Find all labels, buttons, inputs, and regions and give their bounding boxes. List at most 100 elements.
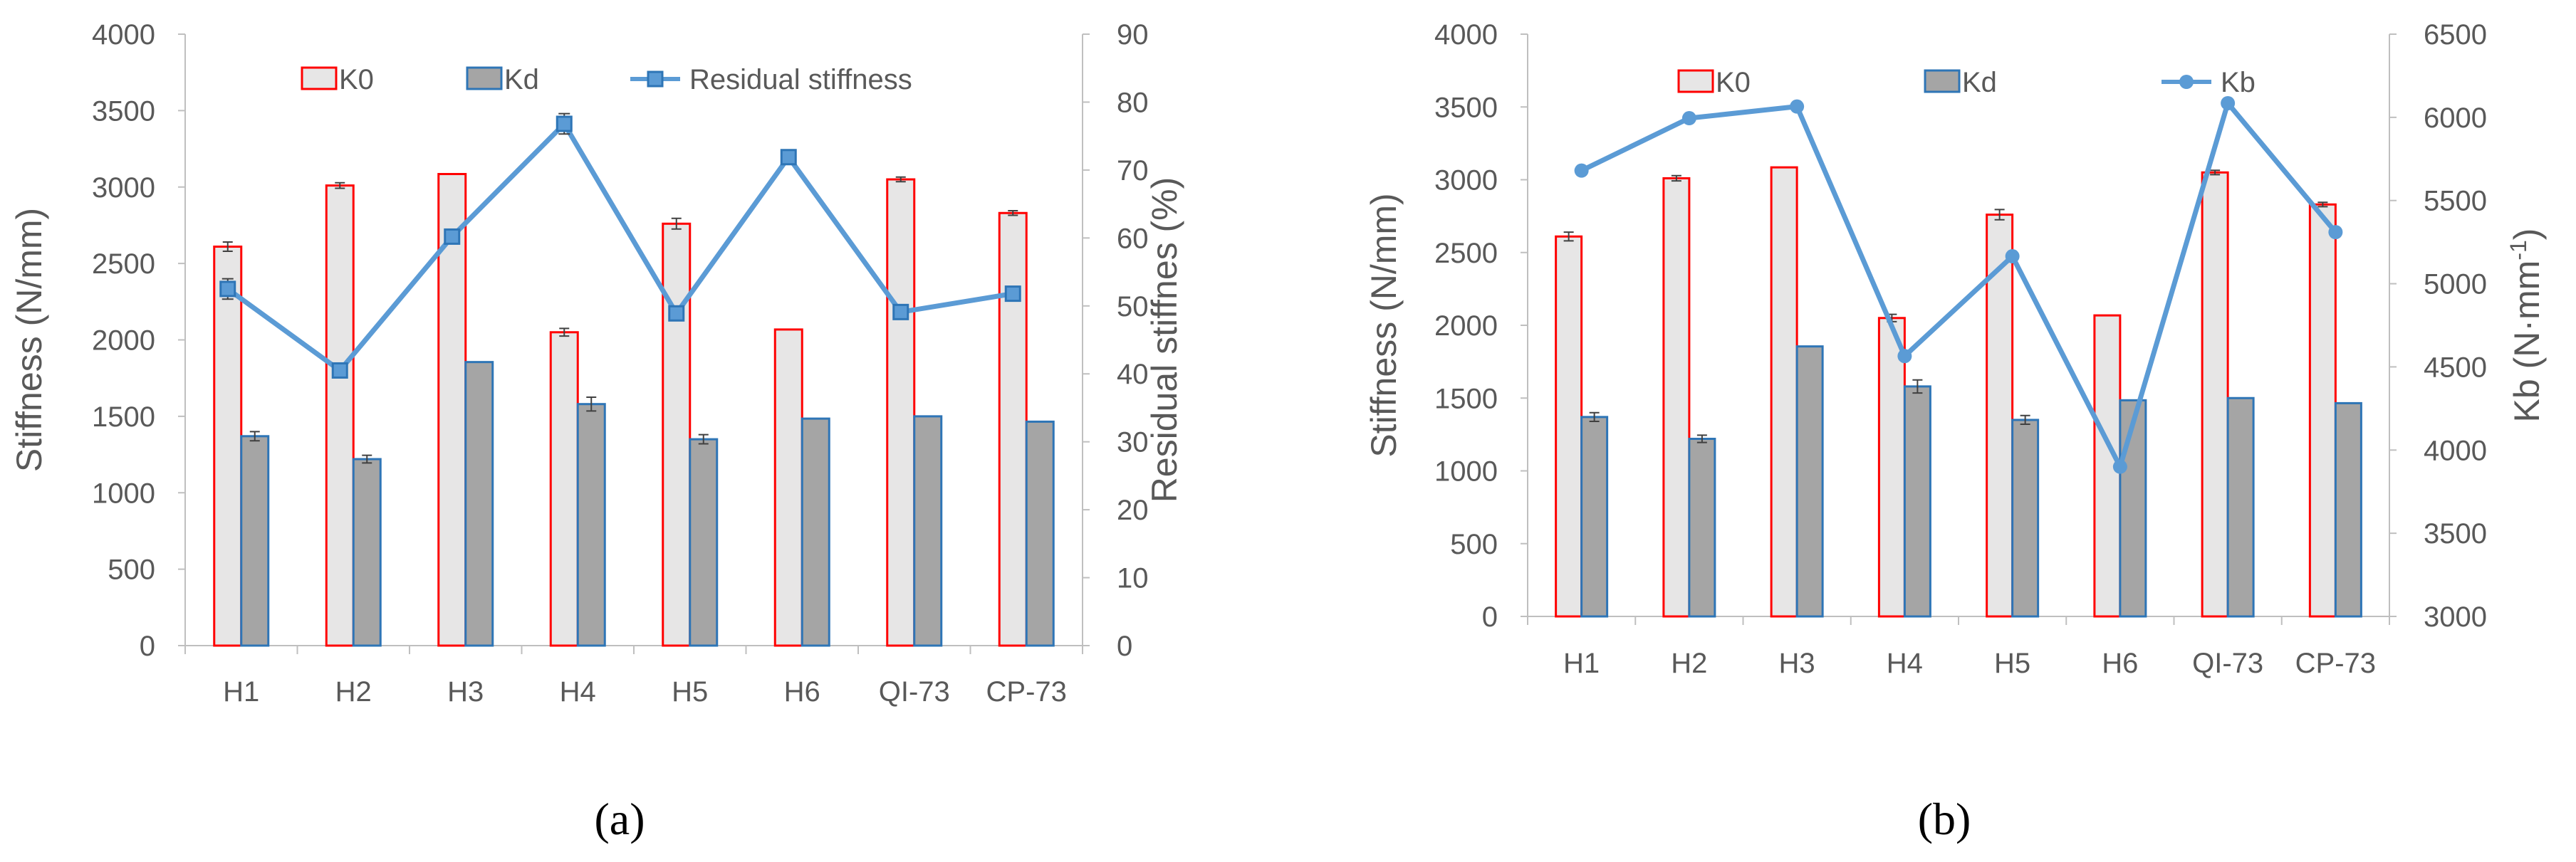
legend-swatch-k0 (301, 66, 338, 90)
bar-kd (240, 435, 270, 647)
line-point (780, 149, 797, 166)
legend-marker (2179, 75, 2194, 89)
y2-tick-label: 40 (1117, 359, 1149, 390)
line-point (1681, 111, 1696, 126)
bar-k0 (1986, 214, 2014, 618)
line-point (2005, 249, 2020, 264)
error-bar (335, 182, 345, 189)
y2-tick-label: 20 (1117, 495, 1149, 526)
legend-label: K0 (339, 64, 374, 95)
x-tick-label: H6 (2102, 648, 2138, 679)
x-tick-label: H1 (1563, 648, 1600, 679)
bar-k0 (213, 246, 243, 647)
x-tick-label: QI-73 (2192, 648, 2263, 679)
bar-kd (464, 361, 494, 647)
x-tick-label: H2 (335, 676, 372, 708)
y2-tick-label: 30 (1117, 427, 1149, 458)
y-tick-label: 2000 (92, 325, 155, 357)
y-axis-title: Stiffness (N/mm) (1364, 193, 1404, 457)
bar-k0 (886, 178, 916, 647)
error-bar (895, 176, 906, 183)
bar-k0 (773, 328, 803, 647)
y-axis-title: Stiffness (N/mm) (9, 208, 49, 472)
bar-k0 (1662, 177, 1691, 618)
line-point (668, 305, 685, 322)
bar-k0 (1555, 235, 1583, 618)
error-bar (1671, 174, 1681, 182)
y-tick-label: 1500 (92, 401, 155, 433)
line-point (1897, 349, 1912, 364)
error-bar (586, 396, 597, 412)
x-tick-label: H1 (223, 676, 259, 708)
y2-axis-title-text: Residual stiffnes (%) (1144, 177, 1184, 503)
y2-tick-label: 50 (1117, 291, 1149, 322)
x-tick-label: H3 (1779, 648, 1815, 679)
chart-panel-a: 0 500 1000 1500 2000 2500 3000 3500 4000 0 10 20 30 4… (9, 19, 1184, 844)
y-tick-label: 2500 (92, 248, 155, 280)
bar-k0 (437, 172, 467, 647)
error-bar (1912, 379, 1923, 394)
y2-tick-label: 5000 (2424, 269, 2487, 300)
line-kb (1580, 100, 2338, 470)
line-point (1790, 99, 1805, 114)
y2-tick-label: 6000 (2424, 103, 2487, 134)
bar-kd (1025, 420, 1055, 647)
chart-panel-b: 0 500 1000 1500 2000 2500 3000 3500 4000 3000 3500… (1364, 19, 2547, 844)
error-bar (1563, 231, 1574, 242)
x-tick-label: H3 (447, 676, 484, 708)
y2-tick-label: 3500 (2424, 518, 2487, 550)
y2-tick-label: 6500 (2424, 19, 2487, 51)
error-bar (1696, 434, 1707, 443)
error-bar (362, 454, 372, 464)
bar-kd (2334, 401, 2362, 618)
y-tick-label: 2500 (1434, 238, 1498, 269)
y2-tick-label: 0 (1117, 631, 1132, 662)
bar-kd (1795, 345, 1824, 618)
bar-kd (576, 403, 606, 647)
x-tick-label: H5 (672, 676, 708, 708)
y2-tick-label: 4500 (2424, 352, 2487, 383)
legend-label: Residual stiffness (689, 64, 912, 95)
y-tick-label: 1000 (92, 478, 155, 509)
legend-label: K0 (1716, 67, 1751, 98)
panel-label: (a) (594, 794, 645, 844)
y-tick-label: 500 (1450, 529, 1498, 560)
line-point (892, 303, 909, 320)
bar-kd (2011, 419, 2040, 618)
error-bar (222, 241, 233, 252)
line-point (331, 362, 348, 379)
y2-tick-label: 90 (1117, 19, 1149, 51)
bar-kd (2226, 396, 2255, 618)
bar-k0 (1770, 166, 1798, 618)
bar-kd (801, 417, 830, 647)
legend-label: Kd (504, 64, 539, 95)
error-bar (2020, 414, 2030, 426)
bar-k0 (325, 184, 355, 647)
line-point (2328, 225, 2343, 240)
bar-k0 (2308, 203, 2337, 618)
x-tick-label: H4 (560, 676, 596, 708)
legend-swatch-kd (1924, 69, 1961, 93)
y-tick-label: 0 (140, 631, 155, 662)
error-bar (1589, 411, 1600, 422)
bar-kd (689, 438, 719, 647)
y2-tick-label: 5500 (2424, 186, 2487, 217)
bar-k0 (998, 211, 1028, 647)
y-tick-label: 2000 (1434, 310, 1498, 342)
line-residual-stiffness (226, 121, 1013, 373)
panel-label: (b) (1918, 794, 1971, 844)
bar-k0 (549, 331, 579, 647)
line-point (2112, 459, 2127, 474)
y-tick-label: 3000 (1434, 165, 1498, 196)
bar-kd (352, 458, 382, 647)
line-point (1004, 285, 1021, 303)
legend-marker (647, 70, 664, 88)
x-tick-label: CP-73 (2295, 648, 2376, 679)
error-bar (249, 431, 260, 442)
bar-k0 (1877, 317, 1906, 618)
error-bar (698, 433, 709, 445)
y2-tick-label: 60 (1117, 223, 1149, 254)
y2-axis-title: Residual stiffnes (%) (1144, 177, 1184, 503)
line-point (556, 115, 573, 132)
